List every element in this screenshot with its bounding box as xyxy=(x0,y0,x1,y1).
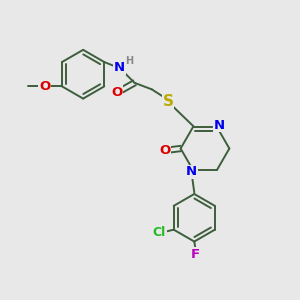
Text: N: N xyxy=(114,61,125,74)
Text: S: S xyxy=(163,94,174,110)
Text: O: O xyxy=(39,80,50,93)
Text: N: N xyxy=(214,118,225,131)
Text: H: H xyxy=(125,56,133,66)
Text: Cl: Cl xyxy=(153,226,166,238)
Text: O: O xyxy=(111,86,122,99)
Text: N: N xyxy=(186,166,197,178)
Text: F: F xyxy=(191,248,200,260)
Text: O: O xyxy=(160,143,171,157)
